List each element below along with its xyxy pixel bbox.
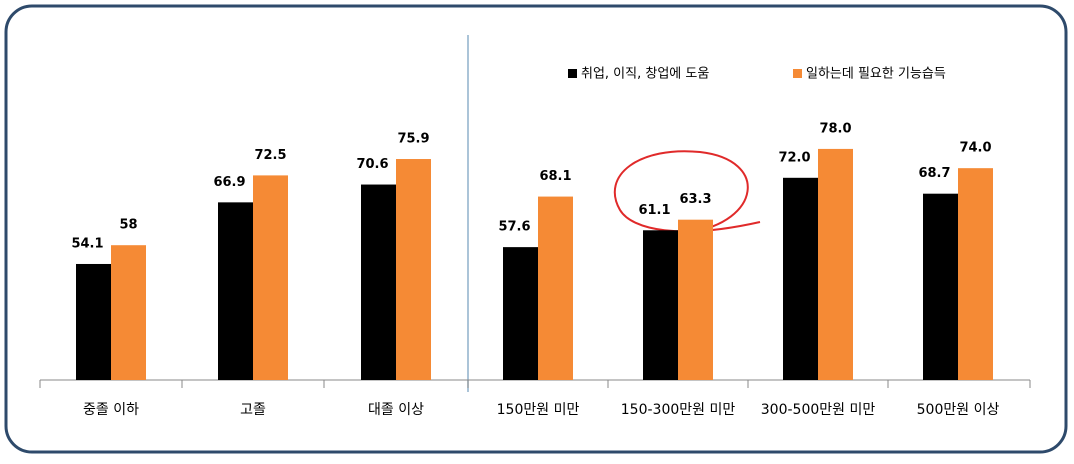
data-label: 66.9 [213, 175, 245, 190]
bar [76, 263, 111, 380]
bar [783, 177, 818, 380]
bar [538, 196, 573, 380]
x-tick-label: 중졸 이하 [83, 402, 139, 418]
bar [923, 193, 958, 380]
data-label: 63.3 [679, 192, 711, 207]
legend-swatch [568, 69, 577, 78]
data-label: 75.9 [397, 132, 429, 147]
x-tick-label: 고졸 [240, 402, 266, 418]
bar [218, 202, 253, 380]
data-label: 70.6 [356, 157, 388, 172]
bar [253, 175, 288, 380]
bar [678, 219, 713, 380]
data-label: 74.0 [959, 141, 991, 156]
x-tick-label: 150-300만원 미만 [621, 402, 736, 418]
data-label: 68.1 [539, 169, 571, 184]
data-label: 57.6 [498, 220, 530, 235]
bar [361, 184, 396, 380]
bar [396, 159, 431, 380]
data-label: 68.7 [918, 166, 950, 181]
data-label: 72.0 [778, 150, 810, 165]
x-tick-label: 대졸 이상 [368, 402, 424, 418]
legend-label: 일하는데 필요한 기능습득 [806, 67, 946, 82]
x-tick-label: 500만원 이상 [917, 402, 1000, 418]
bar [643, 230, 678, 380]
data-label: 72.5 [254, 148, 286, 163]
legend-label: 취업, 이직, 창업에 도움 [581, 67, 709, 82]
x-tick-label: 150만원 미만 [497, 402, 580, 418]
x-tick-label: 300-500만원 미만 [761, 402, 876, 418]
bar [503, 247, 538, 380]
data-label: 54.1 [71, 236, 103, 251]
bar [958, 168, 993, 380]
data-label: 61.1 [638, 203, 670, 218]
bar [818, 148, 853, 380]
data-label: 58 [119, 218, 137, 233]
annotation-circle [613, 150, 761, 233]
bar [111, 245, 146, 380]
data-label: 78.0 [819, 121, 851, 136]
legend-swatch [793, 69, 802, 78]
